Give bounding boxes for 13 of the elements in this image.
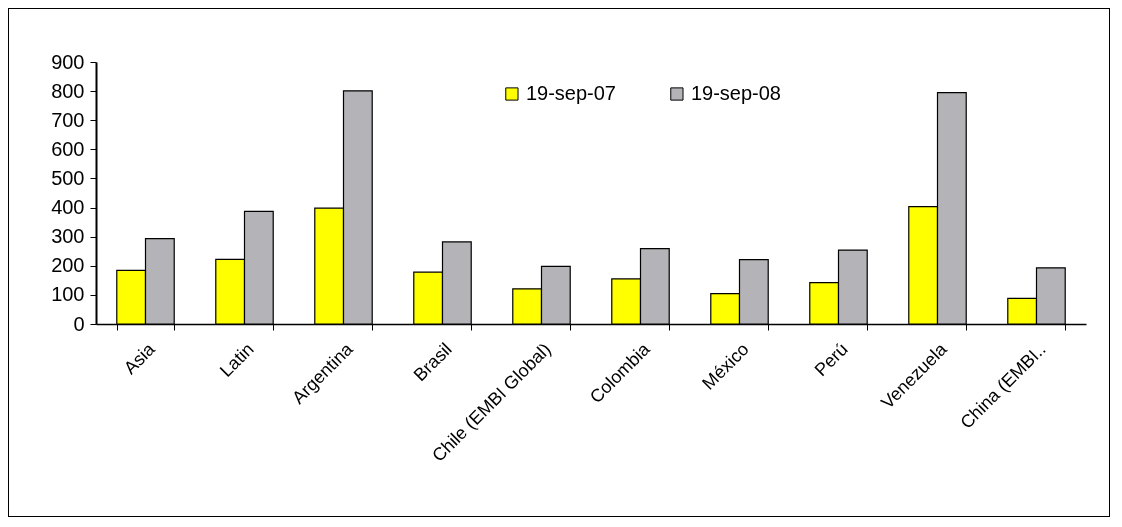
y-tick-label: 400 [51,196,85,219]
x-tick-label: Asia [119,338,160,378]
y-tick-label: 100 [51,283,85,306]
legend-label: 19-sep-08 [690,82,781,104]
y-tick-label: 900 [51,50,85,73]
y-tick-label: 300 [51,225,85,248]
y-tick-label: 700 [51,108,85,131]
y-tick-label: 600 [51,137,85,160]
y-tick-label: 800 [51,79,85,102]
legend-label: 19-sep-07 [525,82,616,104]
y-tick-label: 0 [73,312,85,335]
y-tick-label: 200 [51,254,85,277]
y-tick-label: 500 [51,166,85,189]
